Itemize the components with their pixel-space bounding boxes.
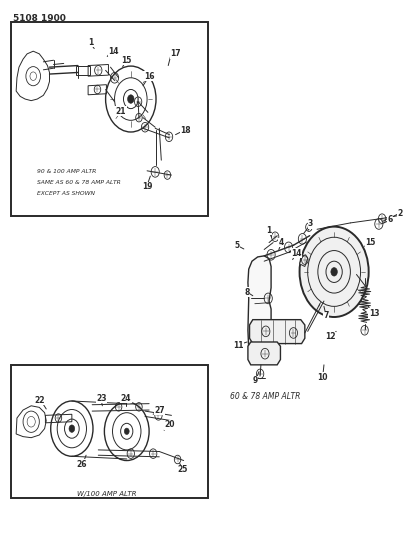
Text: 15: 15 bbox=[122, 56, 132, 64]
Text: 15: 15 bbox=[366, 238, 376, 247]
Circle shape bbox=[331, 268, 337, 276]
Text: 5108 1900: 5108 1900 bbox=[13, 14, 66, 23]
Text: W/100 AMP ALTR: W/100 AMP ALTR bbox=[77, 491, 136, 497]
Circle shape bbox=[69, 425, 75, 432]
Text: 23: 23 bbox=[96, 394, 107, 403]
Text: 26: 26 bbox=[77, 460, 87, 469]
Text: 17: 17 bbox=[170, 50, 181, 58]
Polygon shape bbox=[299, 255, 308, 266]
Bar bbox=[11, 365, 208, 498]
Text: 25: 25 bbox=[177, 465, 188, 474]
Text: 1: 1 bbox=[266, 226, 272, 235]
Circle shape bbox=[124, 428, 129, 434]
Text: 2: 2 bbox=[397, 209, 403, 218]
Text: 19: 19 bbox=[143, 182, 153, 191]
Text: 24: 24 bbox=[121, 394, 131, 403]
Text: 22: 22 bbox=[34, 396, 44, 405]
Text: 7: 7 bbox=[323, 311, 329, 320]
Bar bbox=[11, 22, 208, 216]
Text: 20: 20 bbox=[164, 421, 175, 430]
Text: 60 & 78 AMP ALTR: 60 & 78 AMP ALTR bbox=[231, 392, 301, 401]
Text: 8: 8 bbox=[244, 287, 249, 296]
Circle shape bbox=[128, 95, 134, 103]
Text: 11: 11 bbox=[233, 341, 244, 350]
Text: 16: 16 bbox=[144, 71, 154, 80]
Text: 1: 1 bbox=[89, 38, 93, 47]
Text: EXCEPT AS SHOWN: EXCEPT AS SHOWN bbox=[37, 191, 95, 196]
Text: 6: 6 bbox=[388, 215, 393, 224]
Text: 21: 21 bbox=[116, 107, 126, 116]
Text: 5: 5 bbox=[235, 241, 240, 250]
Text: 9: 9 bbox=[252, 376, 257, 385]
Text: 14: 14 bbox=[291, 249, 302, 258]
Text: 10: 10 bbox=[317, 373, 327, 382]
Text: 4: 4 bbox=[279, 238, 284, 247]
Polygon shape bbox=[248, 342, 280, 365]
Polygon shape bbox=[250, 320, 305, 344]
Text: 13: 13 bbox=[369, 309, 379, 318]
Text: 18: 18 bbox=[180, 126, 191, 135]
Polygon shape bbox=[248, 256, 271, 357]
Text: 90 & 100 AMP ALTR: 90 & 100 AMP ALTR bbox=[37, 169, 97, 174]
Text: SAME AS 60 & 78 AMP ALTR: SAME AS 60 & 78 AMP ALTR bbox=[37, 180, 121, 185]
Text: 27: 27 bbox=[154, 406, 164, 415]
Text: 3: 3 bbox=[308, 220, 313, 229]
Circle shape bbox=[299, 227, 369, 317]
Text: 14: 14 bbox=[109, 47, 119, 55]
Text: 12: 12 bbox=[325, 332, 335, 341]
